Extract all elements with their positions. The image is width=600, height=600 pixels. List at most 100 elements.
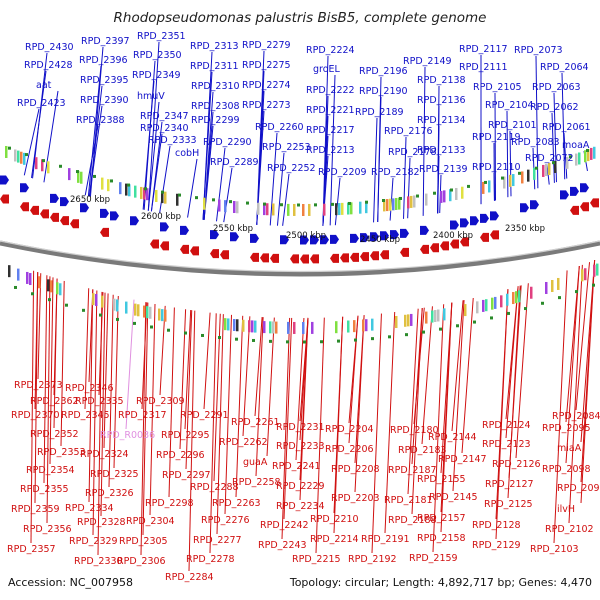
gene-label: RPD_2072 [525,153,574,164]
feature-mark [155,189,158,202]
feature-mark [227,318,230,331]
gene-label: RPD_2284 [165,572,214,583]
gene-label: RPD_2252 [267,163,316,174]
connector-line [276,152,285,226]
feature-mark [107,179,110,192]
connector-line [515,283,529,459]
tick-dot [286,340,289,344]
gene-label: RPD_2103 [530,544,579,555]
gene-label: RPD_2274 [242,80,291,91]
gene-label: RPD_2188 [388,515,437,526]
feature-mark [455,187,458,200]
feature-mark [161,191,164,204]
feature-mark [395,197,398,210]
feature-mark [14,149,17,162]
tick-dot [337,339,340,343]
tick-dot [218,336,221,340]
connector-line [422,66,426,216]
connector-line [553,270,568,544]
connector-line [568,264,583,524]
connector-line [88,105,103,197]
tick-dot [184,331,187,335]
feature-mark [308,203,311,216]
feature-mark [482,299,485,312]
gene-label: RPD_2061 [542,122,591,133]
feature-mark [464,304,467,317]
tick-dot [144,187,147,191]
connector-line [100,292,106,517]
gene-label: RPD_2353 [37,447,86,458]
feature-mark [257,202,260,215]
connector-line [451,300,464,432]
gene-arrow [60,197,69,207]
tick-dot [388,335,391,339]
feature-mark [398,197,401,210]
gene-label: RPD_2189 [355,107,404,118]
gene-arrow [210,249,219,259]
gene-arrow [110,211,119,221]
connector-line [242,316,251,437]
gene-arrow [420,244,429,254]
tick-label: 2500 kbp [286,231,326,241]
gene-label: RPD_2289 [210,157,259,168]
gene-label: cobH [175,148,199,159]
gene-label: RPD_2305 [119,536,168,547]
gene-label: RPD_2124 [482,420,531,431]
gene-arrow [320,235,329,245]
gene-label: RPD_2309 [136,396,185,407]
top-gene-labels: RPD_2430 RPD_2397 RPD_2351 RPD_2313 RPD_2279… [17,31,591,178]
gene-label: RPD_2084 [552,411,600,422]
feature-mark [59,283,62,296]
gene-arrow [100,208,109,218]
feature-mark [476,301,479,314]
top-connector-lines [23,41,588,226]
gene-label: RPD_2182 [371,167,420,178]
gene-arrow [30,205,39,215]
feature-mark [440,190,443,203]
gene-label: RPD_2157 [417,513,466,524]
tick-dot [331,202,334,206]
gene-arrow [450,239,459,249]
tick-label: 2350 kbp [505,224,545,234]
gene-label: RPD_2125 [484,499,533,510]
feature-mark [521,171,524,184]
feature-mark [359,201,362,214]
feature-mark [362,319,365,332]
gene-label: RPD_2064 [540,62,589,73]
connector-line [30,270,35,544]
connector-line [37,273,42,380]
tick-dot [229,200,232,204]
gene-label: RPD_2347 [140,111,189,122]
feature-mark [35,157,38,170]
tick-dot [473,320,476,324]
connector-line [333,316,344,534]
gene-label: RPD_2138 [417,75,466,86]
connector-line [354,315,365,493]
feature-mark [77,170,80,183]
gene-arrow [380,231,389,241]
gene-label: RPD_2063 [532,82,581,93]
connector-line [535,55,539,189]
gene-label: RPD_2242 [260,520,309,531]
feature-mark [365,319,368,332]
gene-label: RPD_2145 [429,492,478,503]
tick-label: 2450 kbp [360,235,400,245]
feature-mark [266,203,269,216]
gene-arrow [480,213,489,223]
gene-label: RPD_2133 [417,145,466,156]
tick-label: 2400 kbp [433,231,473,241]
feature-mark [287,321,290,334]
gene-arrow [560,190,569,200]
gene-label: RPD_2317 [118,410,167,421]
gene-label: moaA [562,140,590,151]
feature-mark [203,197,206,210]
inner-feature-track [8,263,599,334]
tick-dot [518,171,521,175]
gene-label: RPD_2326 [85,488,134,499]
feature-mark [482,181,485,194]
connector-line [147,101,160,211]
connector-line [389,177,394,221]
feature-mark [338,203,341,216]
feature-mark [425,311,428,324]
feature-mark [512,292,515,305]
